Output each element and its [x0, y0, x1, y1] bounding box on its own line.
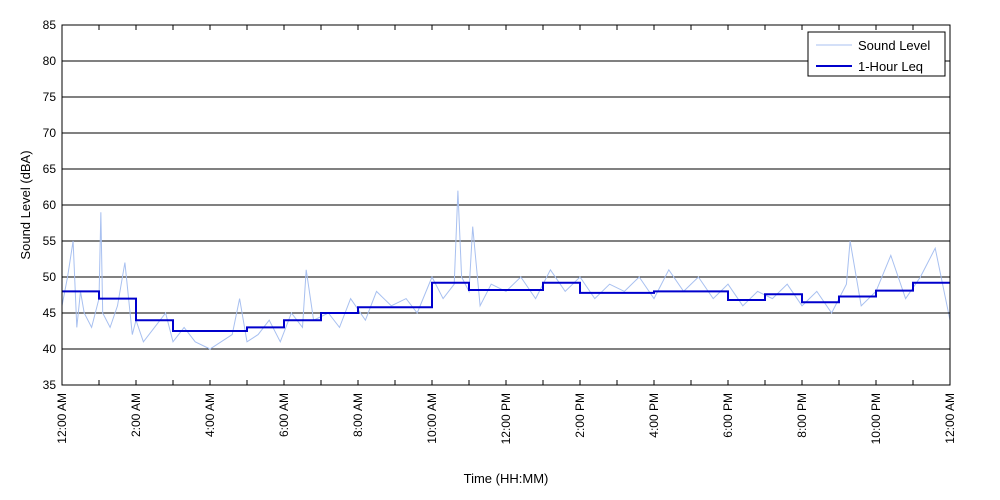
x-tick-label: 10:00 PM — [869, 393, 883, 444]
y-tick-label: 35 — [43, 378, 57, 392]
x-tick-label: 6:00 AM — [277, 393, 291, 437]
y-tick-label: 65 — [43, 162, 57, 176]
series-line-1 — [62, 281, 950, 332]
y-tick-label: 70 — [43, 126, 57, 140]
y-tick-label: 80 — [43, 54, 57, 68]
y-tick-label: 40 — [43, 342, 57, 356]
x-axis-label: Time (HH:MM) — [464, 471, 549, 486]
x-tick-label: 10:00 AM — [425, 393, 439, 444]
series-layer — [61, 190, 951, 350]
y-tick-label: 50 — [43, 270, 57, 284]
x-tick-label: 8:00 AM — [351, 393, 365, 437]
x-tick-label: 4:00 AM — [203, 393, 217, 437]
legend-box — [807, 31, 946, 77]
y-tick-label: 75 — [43, 90, 57, 104]
x-tick-label: 12:00 AM — [943, 393, 957, 444]
legend-label-sound-level: Sound Level — [858, 38, 930, 53]
x-tick-label: 8:00 PM — [795, 393, 809, 438]
y-tick-label: 45 — [43, 306, 57, 320]
y-tick-label: 55 — [43, 234, 57, 248]
x-tick-label: 2:00 AM — [129, 393, 143, 437]
legend-label-leq: 1-Hour Leq — [858, 59, 923, 74]
x-tick-label: 4:00 PM — [647, 393, 661, 438]
x-tick-label: 2:00 PM — [573, 393, 587, 438]
x-tick-label: 12:00 AM — [55, 393, 69, 444]
axis-ticks: 35 40 45 50 55 60 65 70 75 80 85 12:00 AM 2:00 AM 4:0… — [43, 18, 957, 444]
y-axis-label: Sound Level (dBA) — [18, 150, 33, 259]
y-tick-label: 60 — [43, 198, 57, 212]
x-tick-label: 12:00 PM — [499, 393, 513, 444]
x-tick-label: 6:00 PM — [721, 393, 735, 438]
y-tick-label: 85 — [43, 18, 57, 32]
legend: Sound Level 1-Hour Leq — [807, 31, 946, 77]
series-line-0 — [61, 190, 951, 350]
grid-lines — [62, 60, 950, 350]
